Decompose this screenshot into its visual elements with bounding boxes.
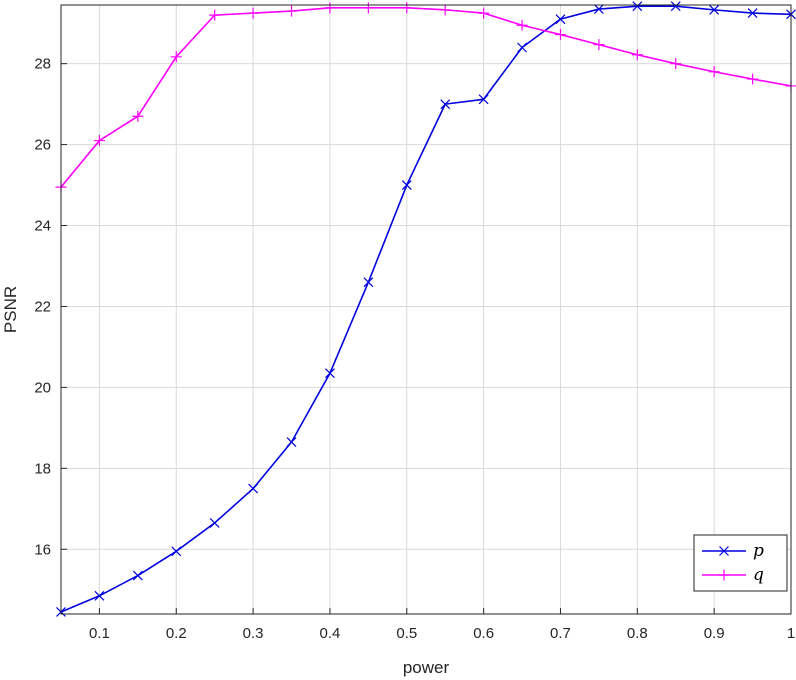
plot-background <box>61 5 791 614</box>
y-axis-label: PSNR <box>1 286 20 333</box>
x-axis-label: power <box>403 658 450 677</box>
data-point-q <box>401 2 413 14</box>
data-point-q <box>439 4 451 16</box>
data-point-p <box>440 99 451 110</box>
data-point-p <box>709 4 720 15</box>
data-point-p <box>632 1 643 12</box>
data-point-q <box>362 2 374 14</box>
data-point-p <box>517 42 527 53</box>
y-tick-label: 16 <box>34 541 51 558</box>
data-point-p <box>747 8 758 19</box>
data-point-q <box>670 58 682 70</box>
y-tick-label: 18 <box>34 460 51 477</box>
data-point-p <box>363 277 374 288</box>
legend-item-p: p <box>702 541 764 561</box>
data-point-q <box>286 5 298 17</box>
data-point-p <box>401 180 412 190</box>
data-point-p <box>171 546 182 557</box>
y-tick-label: 28 <box>34 56 51 73</box>
series-line-p <box>60 5 792 613</box>
legend-label: p <box>753 541 764 561</box>
ticks: 0.1 0.2 0.3 0.4 0.5 0.6 0.7 0.8 0.9 1 16 18 20 22 24 26… <box>34 56 795 642</box>
legend: pq <box>693 534 788 592</box>
data-point-p <box>209 518 220 528</box>
x-tick-label: 0.7 <box>550 625 571 642</box>
legend-item-q: q <box>702 565 764 585</box>
data-point-p <box>132 570 143 581</box>
legend-box <box>693 534 788 592</box>
legend-marker <box>718 569 730 581</box>
data-point-q <box>478 7 490 19</box>
data-point-q <box>170 51 182 63</box>
x-tick-label: 0.4 <box>320 625 341 642</box>
data-point-p <box>325 368 335 379</box>
data-point-q <box>132 110 144 122</box>
data-point-p <box>555 14 566 25</box>
data-point-q <box>747 73 759 85</box>
grid <box>61 5 792 614</box>
x-tick-label: 1 <box>787 625 795 642</box>
data-point-p <box>478 94 489 105</box>
data-point-p <box>593 4 604 14</box>
series-line-q <box>60 7 792 188</box>
x-tick-label: 0.5 <box>396 625 417 642</box>
data-point-p <box>286 437 297 447</box>
data-point-q <box>247 7 259 19</box>
y-tick-label: 26 <box>34 137 51 154</box>
y-tick-label: 24 <box>34 218 51 235</box>
x-tick-label: 0.3 <box>243 625 264 642</box>
y-tick-label: 20 <box>34 379 51 396</box>
data-point-p <box>670 1 681 12</box>
series-p <box>56 1 796 617</box>
y-tick-label: 22 <box>34 298 51 315</box>
x-tick-label: 0.6 <box>473 625 494 642</box>
data-point-p <box>248 483 259 494</box>
data-point-q <box>554 29 566 41</box>
data-point-q <box>516 19 528 31</box>
data-point-p <box>94 590 105 601</box>
data-point-q <box>93 135 105 147</box>
legend-marker <box>719 546 729 556</box>
x-tick-label: 0.2 <box>166 625 187 642</box>
data-point-q <box>631 49 643 61</box>
x-tick-label: 0.8 <box>627 625 648 642</box>
legend-label: q <box>753 565 764 585</box>
x-tick-label: 0.9 <box>704 625 725 642</box>
data-point-q <box>593 39 605 51</box>
data-point-q <box>324 2 336 14</box>
plot-frame <box>60 4 792 615</box>
data-point-q <box>209 9 221 21</box>
x-tick-label: 0.1 <box>89 625 110 642</box>
data-point-q <box>708 66 720 78</box>
